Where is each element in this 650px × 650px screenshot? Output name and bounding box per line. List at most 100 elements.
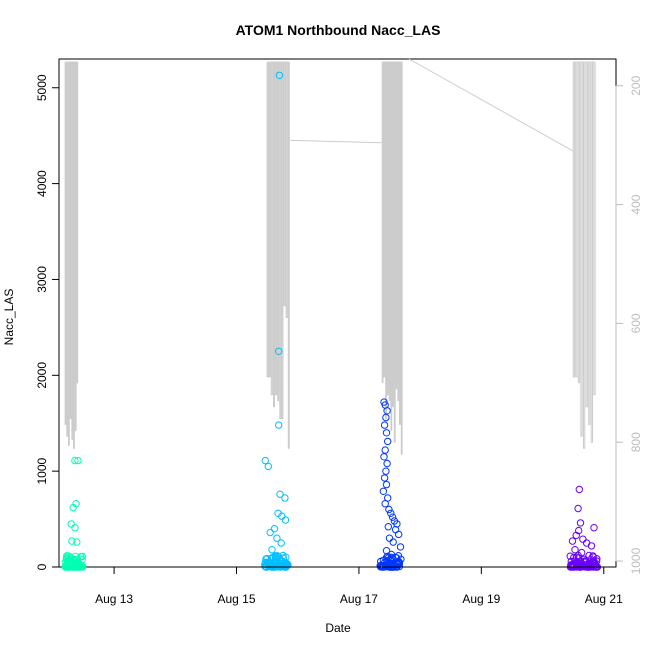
y-tick-label: 3000: [35, 266, 49, 293]
scatter-points: [61, 71, 602, 571]
data-point: [590, 524, 598, 532]
data-point: [264, 462, 272, 471]
data-point: [380, 453, 388, 461]
data-point: [267, 561, 275, 569]
depth-dive-3: [381, 61, 403, 455]
data-point: [384, 437, 392, 446]
data-point: [261, 456, 269, 465]
data-point: [568, 560, 576, 569]
data-point: [385, 505, 393, 514]
depth-dive-2: [266, 61, 290, 449]
data-point: [73, 538, 81, 546]
data-point: [589, 553, 597, 561]
data-point: [269, 553, 278, 561]
data-point: [396, 543, 405, 551]
x-tick-label: Aug 19: [462, 592, 500, 606]
data-point: [385, 559, 394, 567]
data-point: [70, 562, 78, 570]
data-point: [574, 504, 582, 513]
data-point: [74, 456, 82, 465]
data-point: [587, 542, 596, 550]
data-point: [277, 539, 285, 547]
data-point: [575, 485, 583, 494]
data-point: [67, 520, 75, 528]
data-point: [381, 500, 389, 508]
data-point: [377, 557, 385, 566]
data-point: [71, 456, 79, 465]
depth-dive-1: [64, 61, 79, 449]
data-point: [273, 534, 281, 542]
data-point: [576, 519, 585, 527]
data-point: [71, 524, 79, 532]
y2-tick-label: 800: [629, 432, 643, 452]
data-point: [383, 407, 391, 415]
data-point: [275, 347, 283, 355]
depth-trace: [64, 58, 596, 455]
data-point: [395, 530, 403, 539]
data-point: [68, 537, 76, 545]
data-point: [568, 537, 577, 545]
data-point: [389, 538, 397, 546]
data-point: [268, 546, 276, 554]
data-point: [377, 561, 385, 570]
depth-dive-4: [572, 61, 596, 449]
data-point: [388, 513, 397, 521]
x-axis-label: Date: [325, 621, 351, 635]
y-tick-label: 2000: [35, 362, 49, 389]
data-point: [279, 559, 288, 567]
y2-tick-label: 400: [629, 194, 643, 214]
data-point: [393, 559, 401, 567]
x-tick-label: Aug 17: [340, 592, 378, 606]
y2-tick-label: 200: [629, 75, 643, 95]
data-point: [263, 559, 271, 567]
data-point: [69, 503, 77, 512]
y2-tick-label: 1000: [629, 547, 643, 574]
y-tick-label: 5000: [35, 74, 49, 101]
data-point: [384, 523, 392, 531]
x-tick-label: Aug 21: [585, 592, 623, 606]
x-tick-label: Aug 15: [217, 592, 255, 606]
data-point: [379, 487, 388, 495]
axes: 0 1000 2000 3000 4000 5000 Aug 13 Aug 15 Aug 17 A…: [35, 74, 643, 606]
data-point: [571, 546, 579, 554]
data-point: [270, 525, 279, 533]
data-point: [383, 459, 391, 468]
series-1: [61, 456, 87, 571]
depth-transit-2: [408, 58, 574, 152]
y-tick-label: 1000: [35, 457, 49, 484]
depth-transit-1: [290, 139, 383, 144]
data-point: [382, 429, 391, 437]
data-point: [276, 490, 284, 498]
data-point: [385, 534, 394, 542]
data-point: [380, 474, 389, 482]
data-point: [273, 552, 282, 560]
y2-tick-label: 600: [629, 313, 643, 333]
data-point: [275, 71, 284, 80]
data-point: [380, 421, 389, 429]
y-tick-label: 4000: [35, 170, 49, 197]
data-point: [283, 560, 292, 569]
data-point: [68, 563, 77, 571]
y-axis-label: Nacc_LAS: [2, 289, 16, 346]
x-tick-label: Aug 13: [95, 592, 133, 606]
data-point: [275, 421, 283, 429]
series-4: [566, 485, 602, 571]
data-point: [381, 446, 389, 454]
data-point: [274, 553, 283, 561]
data-point: [575, 561, 583, 570]
data-point: [278, 512, 286, 520]
chart-title: ATOM1 Northbound Nacc_LAS: [236, 22, 441, 38]
data-point: [591, 561, 599, 569]
data-point: [585, 551, 593, 560]
y-tick-label: 0: [35, 563, 49, 570]
data-point: [281, 516, 290, 524]
data-point: [75, 563, 84, 571]
data-point: [579, 535, 587, 543]
data-point: [386, 555, 394, 564]
data-point: [266, 528, 274, 537]
data-point: [572, 531, 580, 540]
data-point: [382, 480, 391, 489]
data-point: [61, 558, 70, 566]
data-point: [281, 494, 289, 502]
